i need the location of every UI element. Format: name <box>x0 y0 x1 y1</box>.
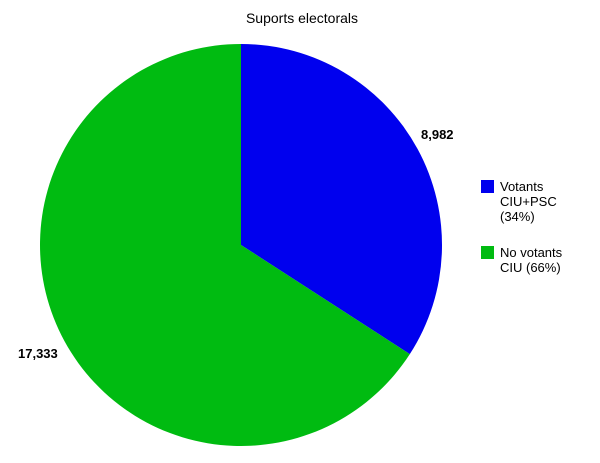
legend-label-0-line-2: (34%) <box>500 209 535 224</box>
legend-swatch-1 <box>481 246 494 259</box>
data-labels: 8,982 17,333 <box>18 127 454 361</box>
pie-slice-0 <box>241 44 443 355</box>
data-label-0: 8,982 <box>421 127 454 142</box>
legend-label-1-line-1: CIU (66%) <box>500 260 561 275</box>
legend-label-0-line-0: Votants <box>500 179 544 194</box>
legend-label-1-line-0: No votants <box>500 245 563 260</box>
pie-slice-1 <box>40 44 410 446</box>
chart-title: Suports electorals <box>246 10 358 26</box>
legend-swatch-0 <box>481 180 494 193</box>
data-label-1: 17,333 <box>18 346 58 361</box>
legend-label-0-line-1: CIU+PSC <box>500 194 557 209</box>
pie-slices <box>40 44 443 446</box>
